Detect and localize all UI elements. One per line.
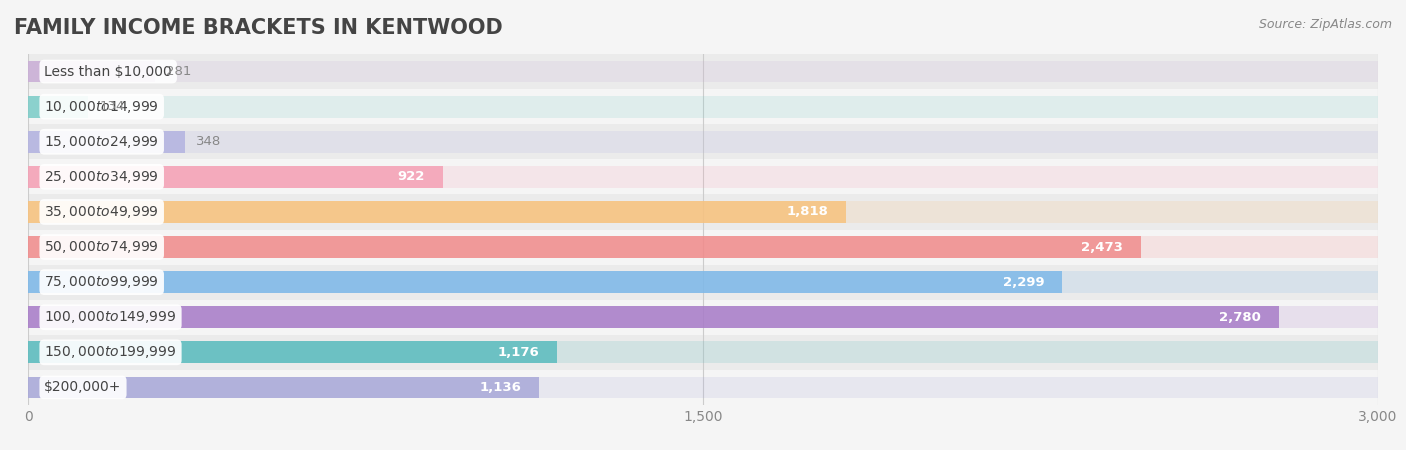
Text: FAMILY INCOME BRACKETS IN KENTWOOD: FAMILY INCOME BRACKETS IN KENTWOOD	[14, 18, 503, 38]
Text: 1,818: 1,818	[786, 206, 828, 218]
Text: 2,299: 2,299	[1002, 276, 1045, 288]
Bar	[28, 300, 1378, 335]
Text: $50,000 to $74,999: $50,000 to $74,999	[45, 239, 159, 255]
Text: 281: 281	[166, 65, 191, 78]
Bar	[28, 96, 89, 117]
Bar	[28, 61, 1378, 82]
Bar	[28, 124, 1378, 159]
Bar	[28, 377, 1378, 398]
Text: $100,000 to $149,999: $100,000 to $149,999	[45, 309, 177, 325]
Bar	[28, 201, 846, 223]
Text: 348: 348	[195, 135, 221, 148]
Text: 2,473: 2,473	[1081, 241, 1123, 253]
Bar	[28, 236, 1378, 258]
Bar	[28, 166, 1378, 188]
Text: $10,000 to $14,999: $10,000 to $14,999	[45, 99, 159, 115]
Bar	[28, 342, 557, 363]
Bar	[28, 201, 1378, 223]
Bar	[28, 306, 1378, 328]
Bar	[28, 89, 1378, 124]
Bar	[28, 194, 1378, 230]
Bar	[28, 131, 1378, 153]
Text: 134: 134	[100, 100, 125, 113]
Text: $35,000 to $49,999: $35,000 to $49,999	[45, 204, 159, 220]
Text: Source: ZipAtlas.com: Source: ZipAtlas.com	[1258, 18, 1392, 31]
Bar	[28, 335, 1378, 370]
Text: $15,000 to $24,999: $15,000 to $24,999	[45, 134, 159, 150]
Bar	[28, 265, 1378, 300]
Bar	[28, 370, 1378, 405]
Bar	[28, 159, 1378, 194]
Text: $200,000+: $200,000+	[45, 380, 122, 395]
Bar	[28, 377, 540, 398]
Text: 1,176: 1,176	[498, 346, 540, 359]
Text: 1,136: 1,136	[479, 381, 522, 394]
Bar	[28, 61, 155, 82]
Text: $75,000 to $99,999: $75,000 to $99,999	[45, 274, 159, 290]
Text: $150,000 to $199,999: $150,000 to $199,999	[45, 344, 177, 360]
Text: 2,780: 2,780	[1219, 311, 1261, 324]
Bar	[28, 236, 1140, 258]
Text: 922: 922	[398, 171, 425, 183]
Bar	[28, 166, 443, 188]
Bar	[28, 271, 1378, 293]
Bar	[28, 271, 1063, 293]
Bar	[28, 54, 1378, 89]
Bar	[28, 96, 1378, 117]
Bar	[28, 306, 1279, 328]
Text: Less than $10,000: Less than $10,000	[45, 64, 172, 79]
Bar	[28, 131, 184, 153]
Bar	[28, 230, 1378, 265]
Text: $25,000 to $34,999: $25,000 to $34,999	[45, 169, 159, 185]
Bar	[28, 342, 1378, 363]
